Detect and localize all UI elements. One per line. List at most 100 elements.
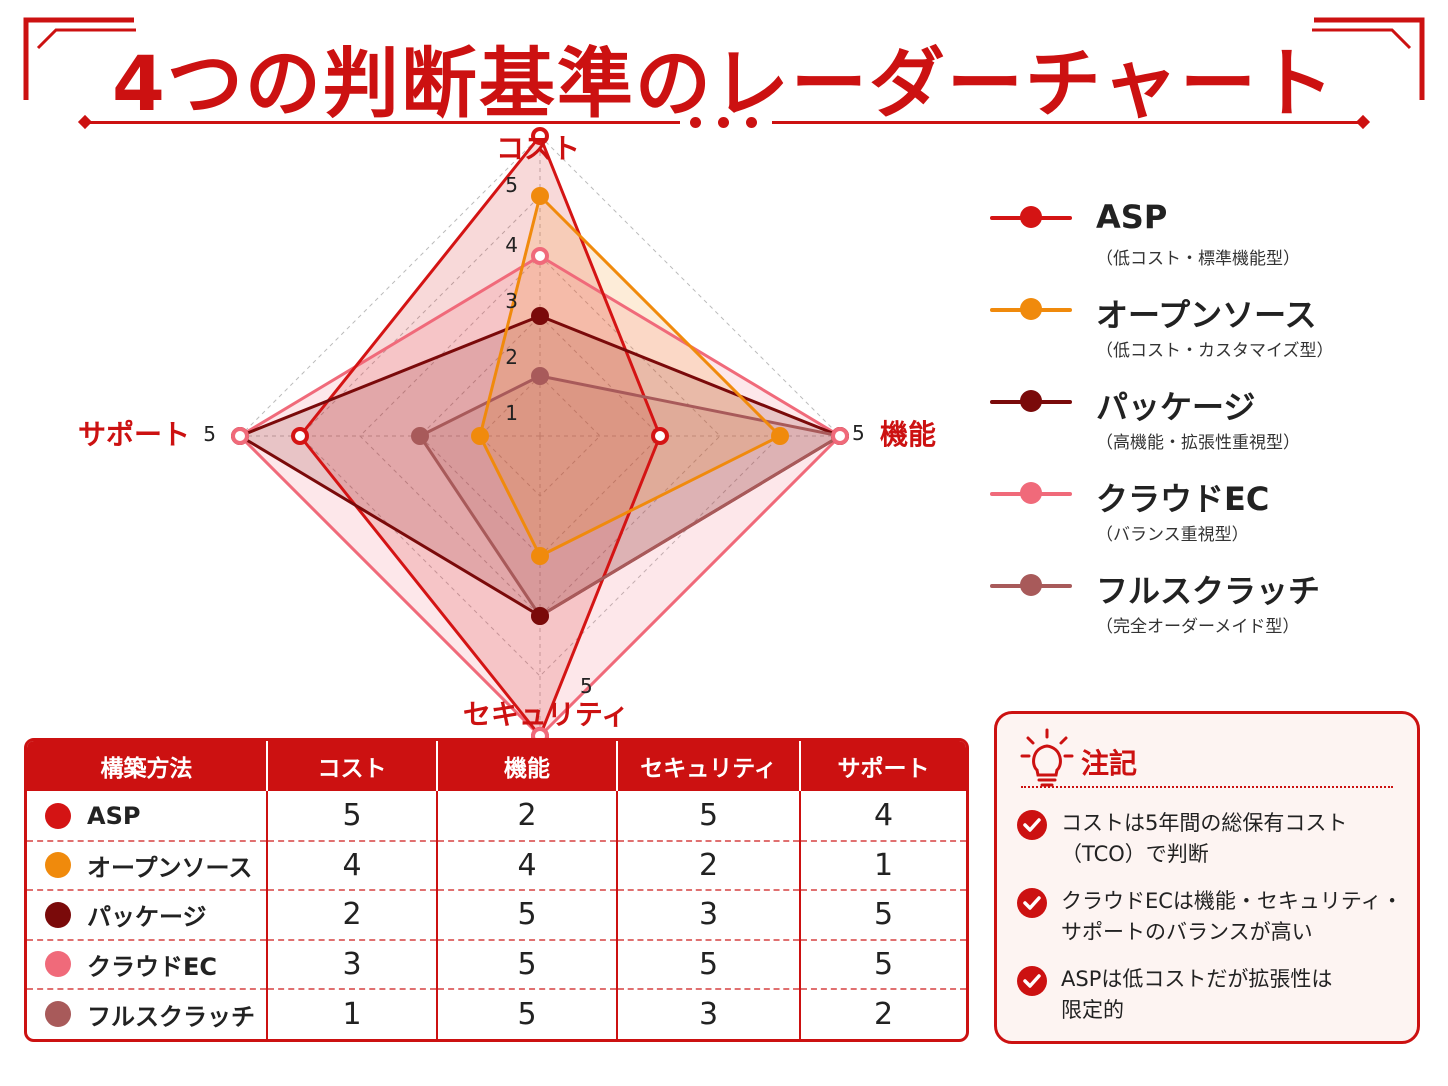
cell-cost: 1 <box>267 989 438 1039</box>
line-dot-icon <box>990 206 1072 228</box>
data-point-asp <box>291 427 309 445</box>
axis-title-support: サポート <box>78 418 190 451</box>
cell-cost: 3 <box>267 939 438 990</box>
divider-line-right <box>772 121 1362 124</box>
note-text-line1: コストは5年間の総保有コスト <box>1061 811 1348 835</box>
table-header-support: サポート <box>800 741 966 791</box>
axis-max-label-function: 5 <box>852 421 865 445</box>
check-icon <box>1017 888 1047 918</box>
data-point-opensource <box>771 427 789 445</box>
series-color-dot <box>45 901 71 928</box>
axis-max-label-security: 5 <box>580 674 593 698</box>
cell-support: 5 <box>800 939 966 990</box>
table-row: クラウドEC 3 5 5 5 <box>27 939 966 990</box>
divider-line-left <box>88 121 680 124</box>
corner-bracket-right <box>1312 17 1425 100</box>
axis-title-cost: コスト <box>496 132 580 165</box>
table-row: パッケージ 2 5 3 5 <box>27 890 966 941</box>
table-header-row: 構築方法 コスト 機能 セキュリティ サポート <box>27 741 966 791</box>
data-point-opensource <box>531 187 549 205</box>
cell-function: 5 <box>437 939 618 990</box>
line-dot-icon <box>990 390 1072 412</box>
legend-subtitle: （低コスト・標準機能型） <box>1096 249 1300 269</box>
legend-name: オープンソース <box>1096 296 1317 334</box>
divider-dot <box>746 117 757 128</box>
legend-subtitle: （低コスト・カスタマイズ型） <box>1096 341 1334 361</box>
cell-cost: 4 <box>267 840 438 891</box>
divider-dot <box>718 117 729 128</box>
check-icon <box>1017 810 1047 840</box>
row-label: ASP <box>87 801 141 830</box>
cell-cost: 2 <box>267 890 438 941</box>
legend-subtitle: （高機能・拡張性重視型） <box>1096 433 1300 453</box>
check-icon <box>1017 966 1047 996</box>
radar-chart: コスト 機能 セキュリティ サポート 1 2 3 4 5 5 5 5 <box>78 127 936 745</box>
table-row: フルスクラッチ 1 5 3 2 <box>27 989 966 1039</box>
note-text-line1: クラウドECは機能・セキュリティ・ <box>1061 889 1403 913</box>
tick-label: 2 <box>505 345 518 369</box>
series-area-fullscratch <box>420 376 840 616</box>
series-color-dot <box>45 852 71 879</box>
lightbulb-icon <box>1020 728 1074 787</box>
cell-support: 5 <box>800 890 966 941</box>
cell-security: 5 <box>617 939 801 990</box>
legend-name: ASP <box>1096 198 1168 236</box>
cell-security: 2 <box>617 840 801 891</box>
notes-title: 注記 <box>1081 747 1138 780</box>
legend-subtitle: （バランス重視型） <box>1096 525 1249 545</box>
data-point-asp <box>531 127 549 145</box>
legend-item-opensource: オープンソース （低コスト・カスタマイズ型） <box>990 290 1430 382</box>
legend-item-fullscratch: フルスクラッチ （完全オーダーメイド型） <box>990 566 1430 658</box>
legend-subtitle: （完全オーダーメイド型） <box>1096 617 1300 637</box>
legend-item-package: パッケージ （高機能・拡張性重視型） <box>990 382 1430 474</box>
series-color-dot <box>45 1001 71 1028</box>
data-point-fullscratch <box>531 367 549 385</box>
legend-item-cloudec: クラウドEC （バランス重視型） <box>990 474 1430 566</box>
cell-support: 1 <box>800 840 966 891</box>
data-point-fullscratch <box>411 427 429 445</box>
chart-legend: ASP （低コスト・標準機能型） オープンソース （低コスト・カスタマイズ型） … <box>990 198 1430 658</box>
cell-security: 5 <box>617 791 801 842</box>
data-point-package <box>531 607 549 625</box>
score-table: 構築方法 コスト 機能 セキュリティ サポート ASP 5 2 5 4 オープン… <box>24 738 969 1042</box>
axis-title-function: 機能 <box>880 418 936 451</box>
cell-security: 3 <box>617 989 801 1039</box>
note-text-line2: （TCO）で判断 <box>1061 842 1209 866</box>
axis-title-security: セキュリティ <box>463 698 629 731</box>
series-color-dot <box>45 802 71 829</box>
legend-name: パッケージ <box>1096 388 1256 426</box>
series-area-package <box>240 316 840 616</box>
cell-support: 4 <box>800 791 966 842</box>
notes-panel: 注記 コストは5年間の総保有コスト （TCO）で判断 クラウドECは機能・セキュリ… <box>994 711 1420 1044</box>
data-point-cloudec <box>231 427 249 445</box>
row-label: オープンソース <box>87 853 253 882</box>
series-area-opensource <box>480 196 780 556</box>
line-dot-icon <box>990 482 1072 504</box>
cell-function: 2 <box>437 791 618 842</box>
table-header-function: 機能 <box>437 741 618 791</box>
cell-function: 5 <box>437 890 618 941</box>
note-text-line1: ASPは低コストだが拡張性は <box>1061 967 1333 991</box>
series-color-dot <box>45 951 71 978</box>
data-point-opensource <box>471 427 489 445</box>
table-row: オープンソース 4 4 2 1 <box>27 840 966 891</box>
cell-function: 4 <box>437 840 618 891</box>
table-header-cost: コスト <box>267 741 438 791</box>
page-title: 4つの判断基準のレーダーチャート <box>111 39 1337 128</box>
cell-function: 5 <box>437 989 618 1039</box>
row-label: フルスクラッチ <box>87 1002 255 1031</box>
row-label: クラウドEC <box>87 952 218 981</box>
grid-ring <box>359 255 721 617</box>
legend-name: クラウドEC <box>1096 480 1270 518</box>
line-dot-icon <box>990 574 1072 596</box>
tick-label: 4 <box>505 233 518 257</box>
data-point-asp <box>651 427 669 445</box>
tick-label: 1 <box>505 401 518 425</box>
data-point-cloudec <box>831 427 849 445</box>
table-row: ASP 5 2 5 4 <box>27 791 966 842</box>
row-label: パッケージ <box>87 903 207 932</box>
divider-dot <box>690 117 701 128</box>
cell-cost: 5 <box>267 791 438 842</box>
table-header-method: 構築方法 <box>27 741 268 791</box>
data-point-opensource <box>531 547 549 565</box>
